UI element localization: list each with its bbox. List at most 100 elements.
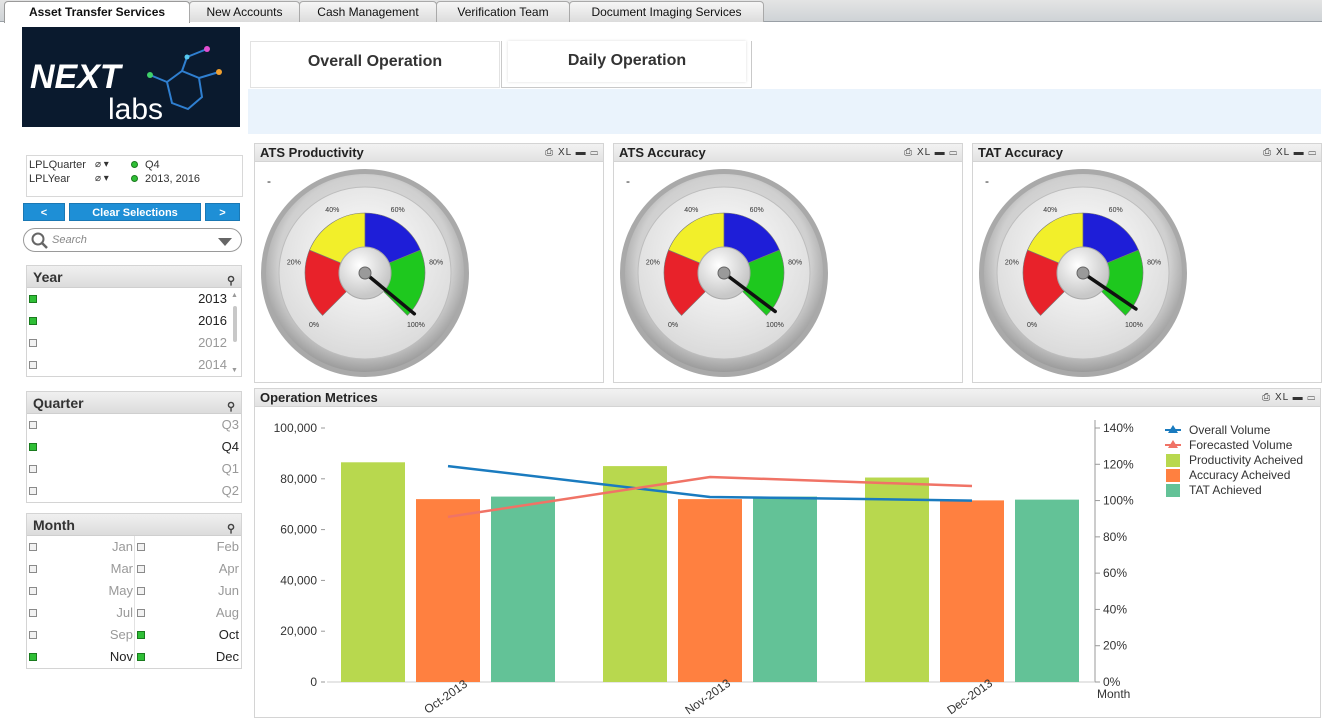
checkbox[interactable] <box>29 443 37 451</box>
checkbox[interactable] <box>29 339 37 347</box>
bar-accuracy-acheived[interactable] <box>678 499 742 682</box>
quarter-list-item[interactable]: Q3 <box>27 414 239 436</box>
eraser-dropdown-icon[interactable]: ⌀ ▾ <box>95 159 109 170</box>
month-item-label: Apr <box>218 561 239 576</box>
checkbox[interactable] <box>29 487 37 495</box>
checkbox[interactable] <box>29 361 37 369</box>
checkbox[interactable] <box>29 609 37 617</box>
checkbox[interactable] <box>137 631 145 639</box>
bar-accuracy-acheived[interactable] <box>416 499 480 682</box>
checkbox[interactable] <box>29 565 37 573</box>
quarter-list-item[interactable]: Q4 <box>27 436 239 458</box>
gauge-tick-label: 0% <box>1027 322 1037 329</box>
tab-verification-team[interactable]: Verification Team <box>436 1 570 22</box>
print-icon[interactable]: ⎙ <box>1262 392 1272 403</box>
tab-cash-management[interactable]: Cash Management <box>299 1 437 22</box>
checkbox[interactable] <box>29 653 37 661</box>
quarter-list-item[interactable]: Q1 <box>27 458 239 480</box>
month-list-item[interactable]: Jan <box>27 536 133 558</box>
checkbox[interactable] <box>29 631 37 639</box>
chevron-down-icon[interactable] <box>217 237 233 247</box>
forward-button[interactable]: > <box>205 203 240 221</box>
checkbox[interactable] <box>29 317 37 325</box>
print-icon[interactable]: ⎙ <box>1263 147 1273 158</box>
bar-accuracy-acheived[interactable] <box>940 500 1004 682</box>
gauge-panel: TAT Accuracy ⎙ XL ▬ ▭ - 0% 20% 40% 60% 80% 100% <box>972 143 1322 383</box>
tab-overall-operation[interactable]: Overall Operation <box>250 41 500 88</box>
year-list-item[interactable]: 2013 <box>27 288 227 310</box>
month-list-item[interactable]: Jun <box>135 580 239 602</box>
line-forecasted-volume[interactable] <box>447 475 973 519</box>
tab-daily-operation[interactable]: Daily Operation <box>501 41 752 88</box>
export-xl-icon[interactable]: XL <box>1274 392 1289 403</box>
checkbox[interactable] <box>29 295 37 303</box>
maximize-icon[interactable]: ▭ <box>949 147 958 158</box>
line-overall-volume[interactable] <box>447 464 973 502</box>
selection-field-name: LPLYear <box>29 173 70 185</box>
scrollbar[interactable]: ▲ ▼ <box>231 292 238 374</box>
month-list-item[interactable]: Mar <box>27 558 133 580</box>
export-xl-icon[interactable]: XL <box>557 147 572 158</box>
month-item-label: Jan <box>112 539 133 554</box>
minimize-icon[interactable]: ▬ <box>1293 147 1305 158</box>
tab-asset-transfer-services[interactable]: Asset Transfer Services <box>4 1 190 23</box>
minimize-icon[interactable]: ▬ <box>575 147 587 158</box>
month-item-label: Oct <box>218 627 239 642</box>
checkbox[interactable] <box>29 421 37 429</box>
print-icon[interactable]: ⎙ <box>904 147 914 158</box>
month-list-item[interactable]: Oct <box>135 624 239 646</box>
search-icon[interactable]: ⚲ <box>226 275 235 287</box>
checkbox[interactable] <box>137 653 145 661</box>
month-list-item[interactable]: May <box>27 580 133 602</box>
tab-document-imaging-services[interactable]: Document Imaging Services <box>569 1 764 22</box>
gauge-tick-label: 80% <box>429 260 443 267</box>
scrollbar-thumb[interactable] <box>233 306 237 342</box>
clear-selections-button[interactable]: Clear Selections <box>69 203 201 221</box>
checkbox[interactable] <box>29 587 37 595</box>
y2-tick-label: 140% <box>1103 421 1134 435</box>
bar-tat-achieved[interactable] <box>1015 499 1079 682</box>
maximize-icon[interactable]: ▭ <box>1307 392 1316 403</box>
legend-label: TAT Achieved <box>1189 483 1262 497</box>
bar-productivity-acheived[interactable] <box>341 462 405 682</box>
bar-tat-achieved[interactable] <box>753 496 817 682</box>
bar-productivity-acheived[interactable] <box>603 466 667 682</box>
checkbox[interactable] <box>137 609 145 617</box>
gauge-needle-pivot <box>717 266 731 280</box>
back-button[interactable]: < <box>23 203 65 221</box>
search-icon[interactable]: ⚲ <box>226 523 235 535</box>
checkbox[interactable] <box>29 465 37 473</box>
month-list-item[interactable]: Aug <box>135 602 239 624</box>
year-list-item[interactable]: 2016 <box>27 310 227 332</box>
export-xl-icon[interactable]: XL <box>1275 147 1290 158</box>
year-list-item[interactable]: 2014 <box>27 354 227 376</box>
month-list-item[interactable]: Jul <box>27 602 133 624</box>
maximize-icon[interactable]: ▭ <box>590 147 599 158</box>
minimize-icon[interactable]: ▬ <box>1292 392 1304 403</box>
print-icon[interactable]: ⎙ <box>545 147 555 158</box>
month-list-item[interactable]: Dec <box>135 646 239 668</box>
checkbox[interactable] <box>137 565 145 573</box>
checkbox[interactable] <box>137 543 145 551</box>
search-icon[interactable]: ⚲ <box>226 401 235 413</box>
month-list-item[interactable]: Apr <box>135 558 239 580</box>
minimize-icon[interactable]: ▬ <box>934 147 946 158</box>
month-list-item[interactable]: Feb <box>135 536 239 558</box>
panel-title-text: TAT Accuracy <box>978 145 1064 160</box>
month-list-item[interactable]: Sep <box>27 624 133 646</box>
bar-productivity-acheived[interactable] <box>865 477 929 682</box>
gauge-needle <box>363 271 417 316</box>
export-xl-icon[interactable]: XL <box>916 147 931 158</box>
month-item-label: Mar <box>110 561 133 576</box>
eraser-dropdown-icon[interactable]: ⌀ ▾ <box>95 173 109 184</box>
bar-tat-achieved[interactable] <box>491 496 555 682</box>
y-tick-label: 20,000 <box>280 624 317 638</box>
quarter-list-item[interactable]: Q2 <box>27 480 239 502</box>
maximize-icon[interactable]: ▭ <box>1308 147 1317 158</box>
checkbox[interactable] <box>137 587 145 595</box>
tab-new-accounts[interactable]: New Accounts <box>189 1 300 22</box>
year-list-item[interactable]: 2012 <box>27 332 227 354</box>
month-list-item[interactable]: Nov <box>27 646 133 668</box>
checkbox[interactable] <box>29 543 37 551</box>
search-input[interactable]: Search <box>23 228 242 252</box>
